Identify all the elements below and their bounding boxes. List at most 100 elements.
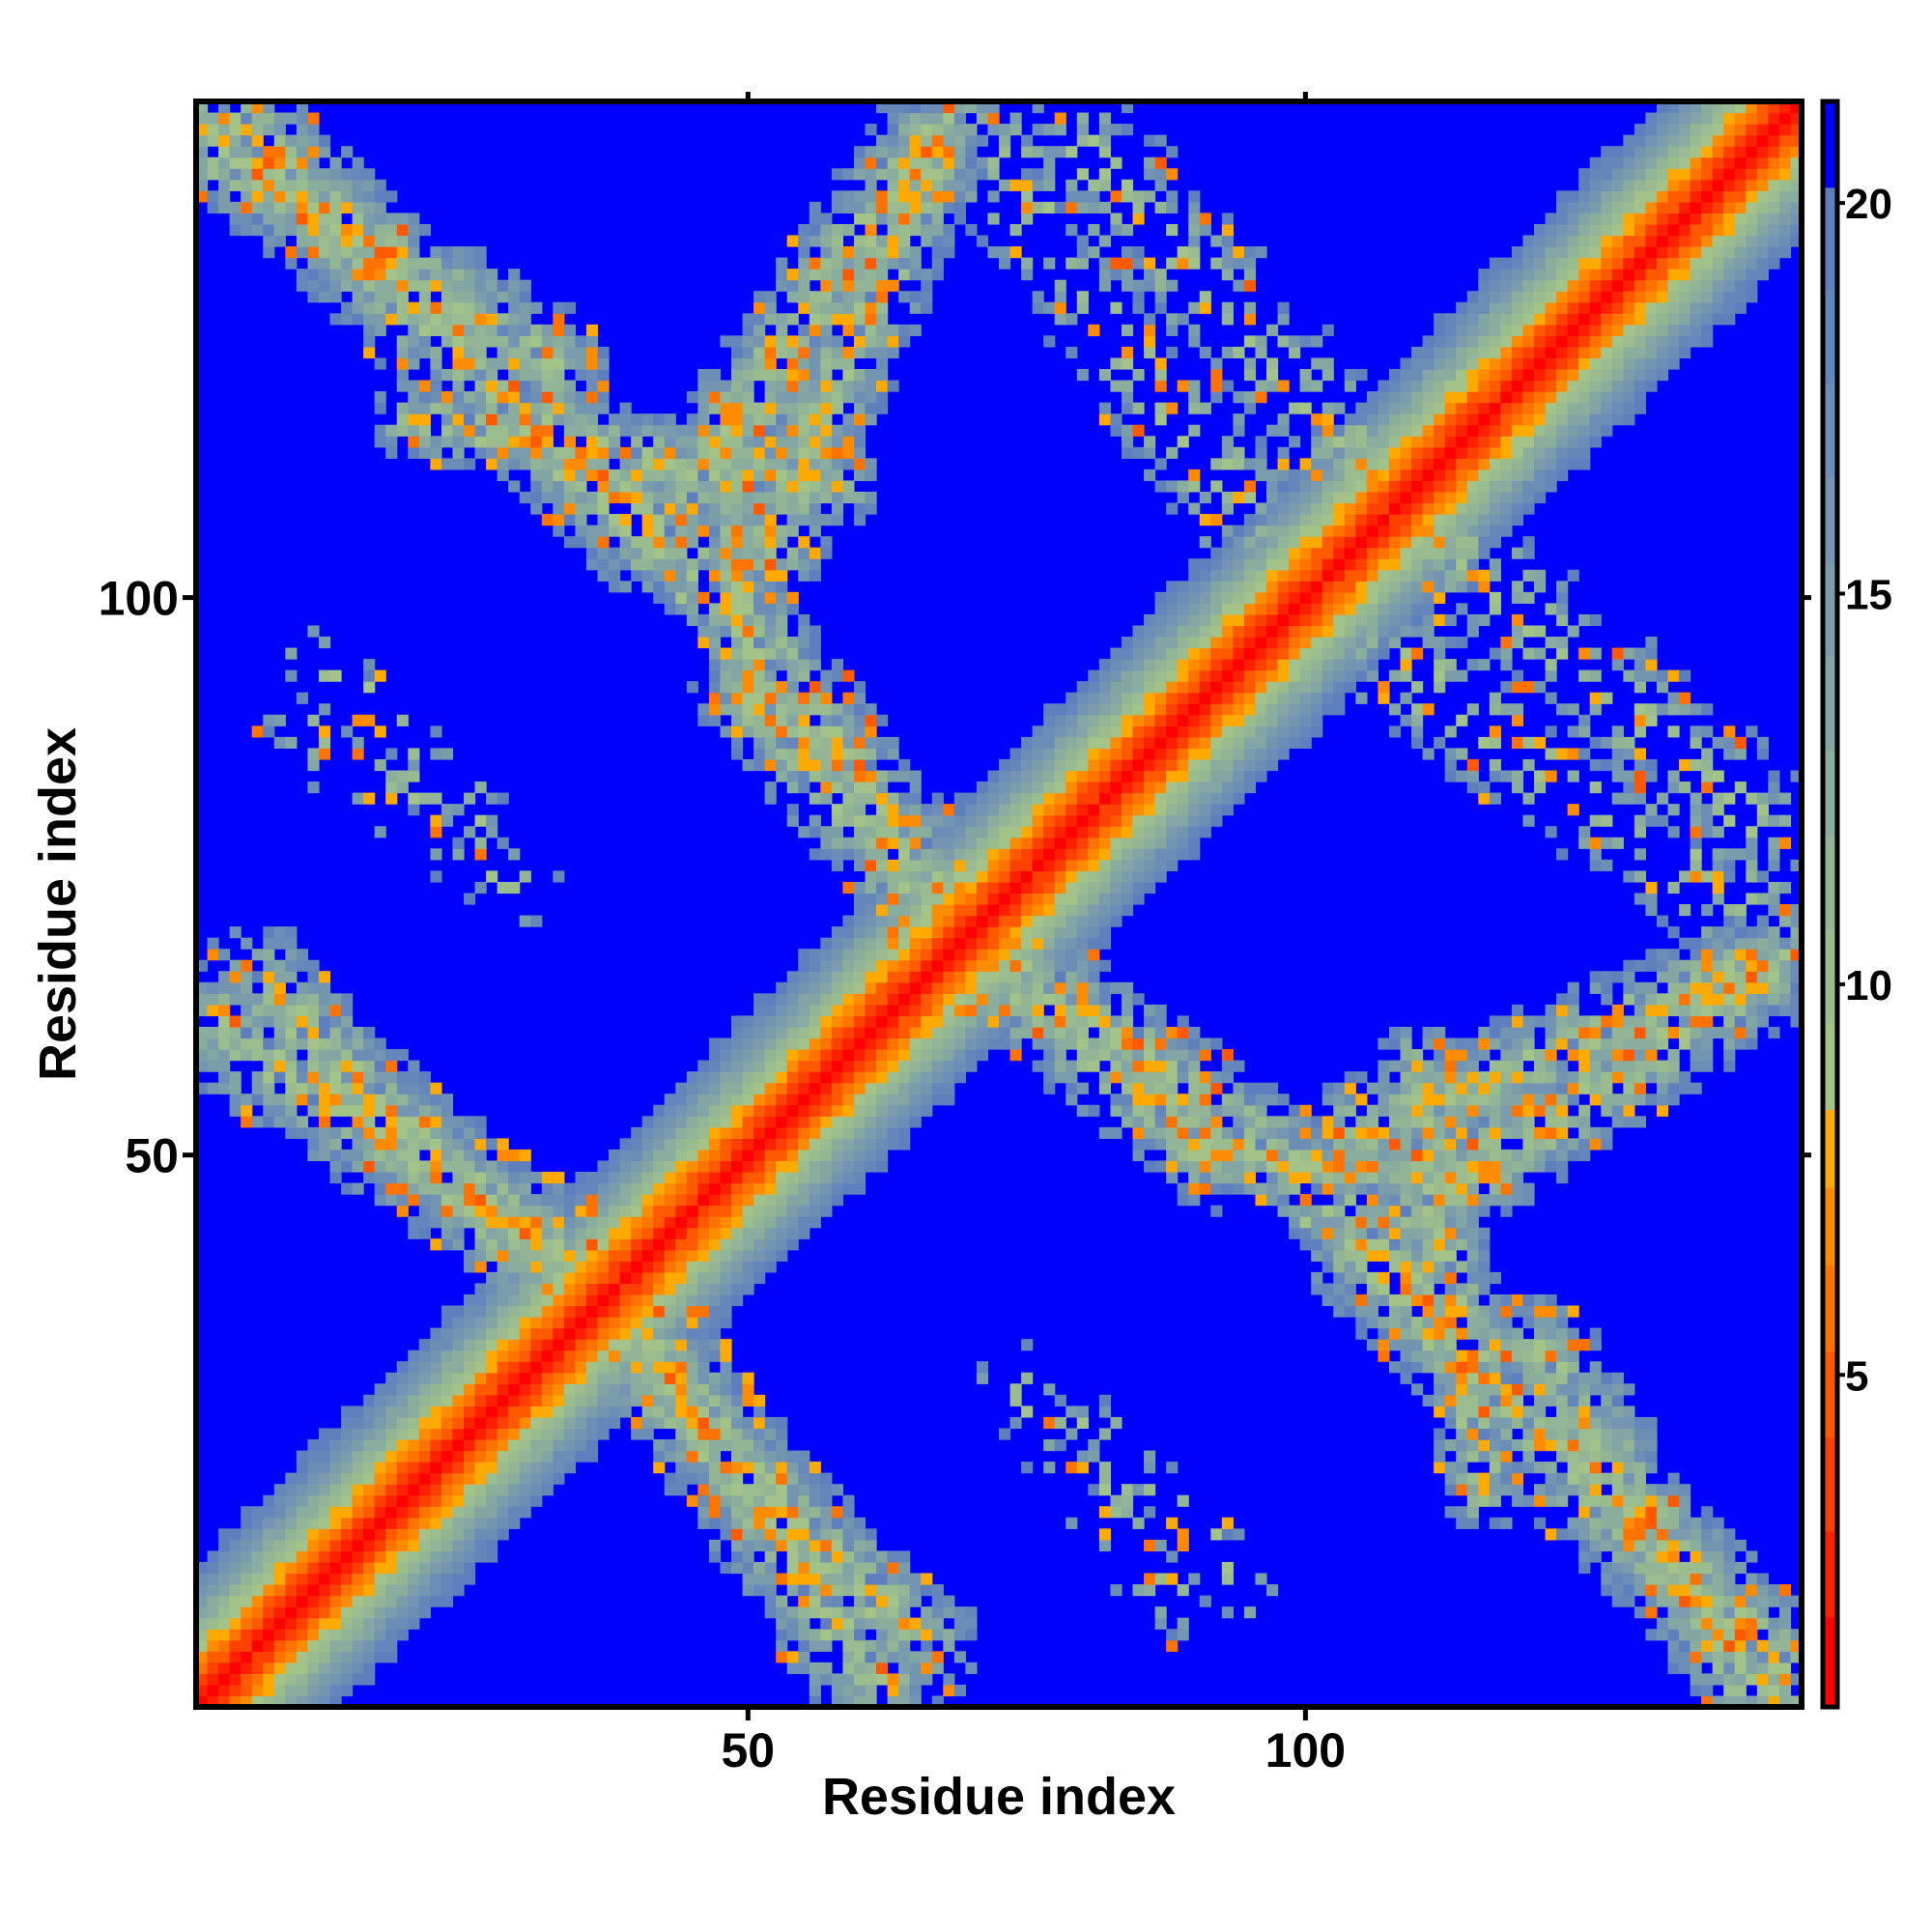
heatmap-cell: [363, 269, 376, 281]
heatmap-cell: [396, 257, 409, 270]
heatmap-cell: [1110, 904, 1122, 917]
heatmap-cell: [497, 1428, 509, 1440]
heatmap-cell: [798, 1517, 810, 1529]
heatmap-cell: [497, 324, 509, 336]
heatmap-cell: [508, 391, 521, 404]
heatmap-cell: [786, 1049, 799, 1062]
heatmap-cell: [1121, 714, 1134, 726]
heatmap-cell: [798, 536, 810, 549]
heatmap-cell: [909, 804, 922, 816]
heatmap-cell: [953, 926, 966, 939]
heatmap-cell: [273, 223, 286, 237]
heatmap-cell: [887, 1037, 899, 1050]
heatmap-cell: [776, 1138, 788, 1151]
heatmap-cell: [764, 1004, 777, 1017]
heatmap-cell: [887, 804, 899, 816]
heatmap-cell: [1088, 893, 1100, 905]
heatmap-cell: [251, 1639, 264, 1652]
heatmap-cell: [597, 1383, 610, 1396]
heatmap-cell: [898, 134, 911, 147]
heatmap-cell: [307, 124, 320, 136]
heatmap-cell: [374, 1060, 386, 1072]
heatmap-cell: [519, 1506, 531, 1519]
heatmap-cell: [708, 1172, 722, 1184]
heatmap-cell: [987, 959, 1000, 972]
heatmap-cell: [820, 480, 833, 493]
heatmap-cell: [753, 402, 766, 414]
heatmap-cell: [1110, 725, 1122, 738]
heatmap-cell: [809, 681, 821, 694]
heatmap-cell: [720, 569, 732, 582]
heatmap-cell: [307, 625, 320, 638]
heatmap-cell: [374, 1462, 386, 1474]
heatmap-cell: [1154, 814, 1167, 827]
heatmap-cell: [229, 213, 242, 225]
heatmap-cell: [786, 291, 799, 303]
heatmap-cell: [720, 591, 732, 604]
heatmap-cell: [341, 1629, 354, 1641]
heatmap-cell: [1054, 1416, 1066, 1430]
heatmap-cell: [976, 804, 989, 816]
heatmap-cell: [307, 1484, 320, 1496]
heatmap-cell: [999, 937, 1011, 950]
heatmap-cell: [408, 1116, 420, 1128]
heatmap-cell: [809, 357, 821, 370]
heatmap-cell: [931, 1049, 944, 1062]
heatmap-cell: [809, 313, 821, 326]
heatmap-cell: [241, 134, 253, 147]
heatmap-cell: [497, 1361, 509, 1374]
heatmap-cell: [241, 112, 253, 125]
heatmap-cell: [641, 1394, 654, 1406]
heatmap-cell: [229, 223, 242, 237]
heatmap-cell: [207, 1662, 219, 1674]
heatmap-cell: [563, 1383, 577, 1396]
heatmap-cell: [798, 1082, 810, 1094]
heatmap-cell: [609, 1172, 621, 1184]
heatmap-cell: [1065, 915, 1078, 927]
heatmap-cell: [1009, 993, 1022, 1006]
heatmap-cell: [820, 536, 833, 549]
heatmap-cell: [575, 1339, 587, 1351]
heatmap-cell: [742, 514, 754, 526]
heatmap-cell: [842, 1071, 855, 1084]
heatmap-cell: [999, 814, 1011, 827]
heatmap-cell: [776, 1182, 788, 1195]
heatmap-cell: [508, 1216, 521, 1229]
heatmap-cell: [385, 313, 398, 326]
heatmap-cell: [898, 235, 911, 247]
heatmap-cell: [341, 1037, 354, 1050]
heatmap-cell: [464, 1406, 476, 1418]
heatmap-cell: [341, 313, 354, 326]
heatmap-cell: [831, 279, 844, 292]
heatmap-cell: [497, 1506, 509, 1519]
heatmap-cell: [931, 1026, 944, 1039]
heatmap-cell: [753, 1517, 766, 1529]
heatmap-cell: [296, 1639, 309, 1652]
heatmap-cell: [1076, 971, 1089, 983]
heatmap-cell: [329, 1071, 342, 1084]
heatmap-cell: [1088, 758, 1100, 772]
heatmap-cell: [865, 1160, 877, 1173]
heatmap-cell: [597, 1406, 610, 1418]
heatmap-cell: [430, 1082, 442, 1094]
heatmap-cell: [753, 681, 766, 694]
heatmap-cell: [720, 1104, 732, 1117]
heatmap-cell: [519, 446, 531, 459]
heatmap-cell: [742, 1238, 754, 1251]
heatmap-cell: [251, 124, 264, 136]
heatmap-cell: [1032, 101, 1044, 114]
heatmap-cell: [809, 335, 821, 348]
heatmap-cell: [474, 1383, 487, 1396]
heatmap-cell: [865, 1094, 877, 1106]
heatmap-cell: [776, 436, 788, 448]
heatmap-cell: [731, 625, 744, 638]
heatmap-cell: [786, 669, 799, 682]
heatmap-cell: [251, 1049, 264, 1062]
heatmap-cell: [508, 458, 521, 470]
heatmap-cell: [931, 792, 944, 805]
heatmap-cell: [798, 1160, 810, 1173]
heatmap-cell: [987, 949, 1000, 961]
heatmap-cell: [352, 1673, 364, 1686]
heatmap-cell: [396, 1149, 409, 1162]
heatmap-cell: [1132, 714, 1145, 726]
